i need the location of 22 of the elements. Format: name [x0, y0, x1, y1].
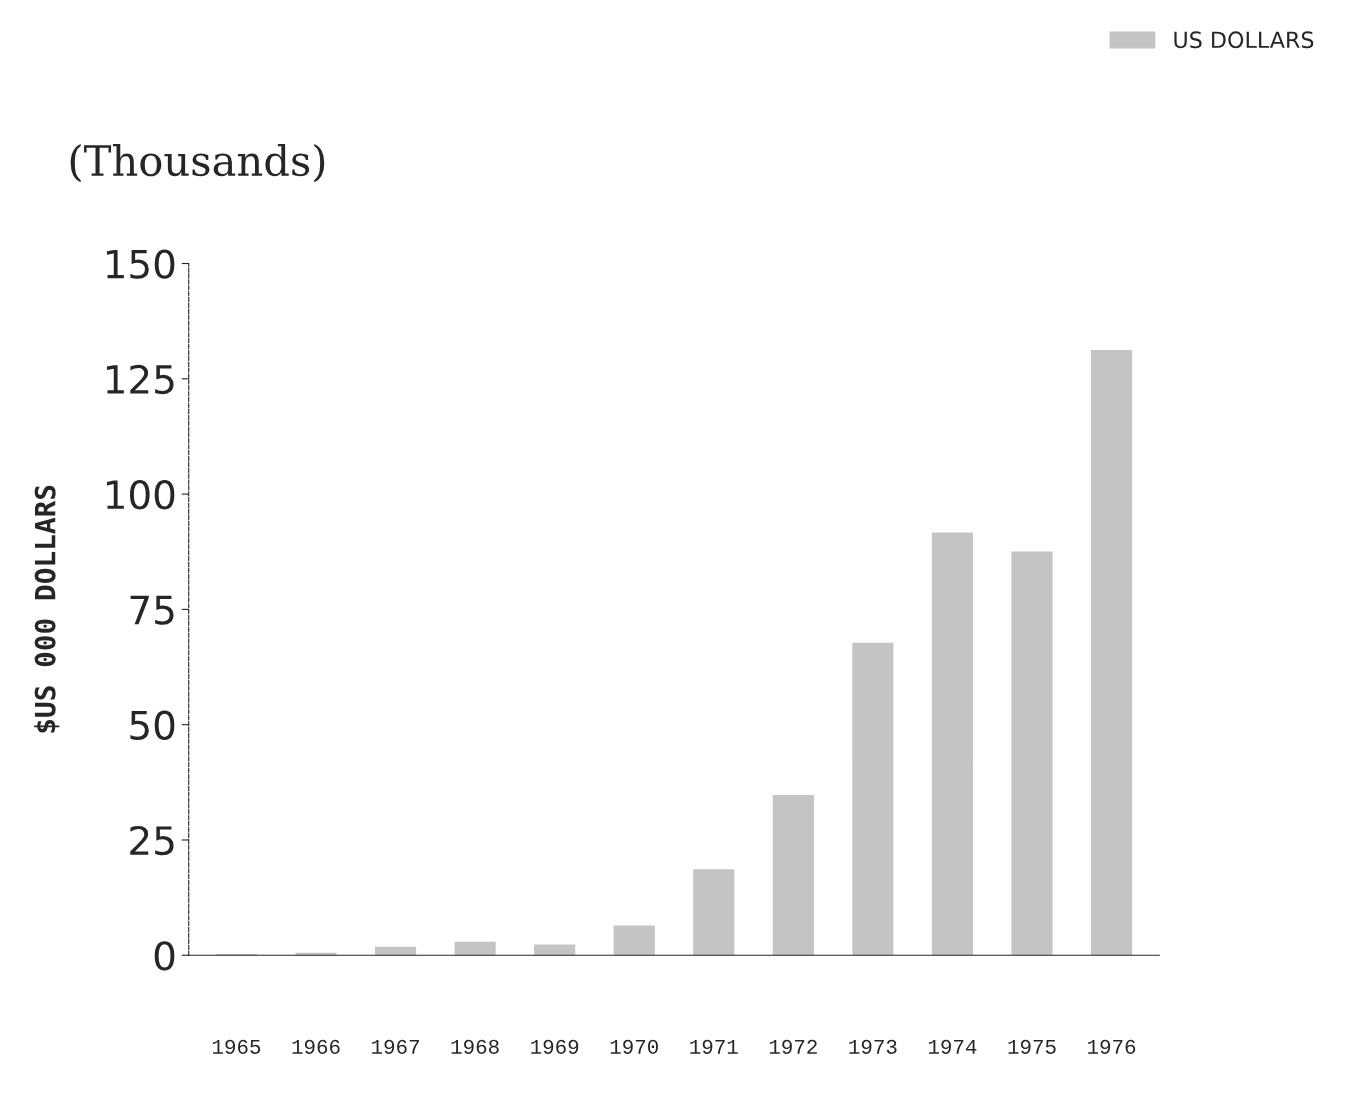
x-tick-label: 1967: [372, 1039, 419, 1054]
y-tick-label: 0: [154, 941, 175, 971]
y-tick-label: 25: [130, 825, 174, 856]
legend-label: US DOLLARS: [1174, 31, 1314, 49]
x-tick-label: 1975: [1008, 1039, 1056, 1054]
chart-title: (Thousands): [70, 144, 325, 183]
x-tick-label: 1968: [451, 1039, 499, 1054]
x-tick-label: 1976: [1088, 1039, 1136, 1054]
x-tick-label: 1965: [212, 1039, 261, 1054]
x-tick-label: 1970: [610, 1039, 658, 1054]
y-axis-title: $US 000 DOLLARS: [34, 485, 60, 733]
y-tick-label: 100: [106, 480, 175, 510]
y-tick-label: 150: [106, 249, 175, 279]
x-tick-label: 1966: [292, 1039, 340, 1054]
x-tick-label: 1974: [928, 1039, 977, 1054]
y-tick-label: 75: [130, 595, 174, 625]
x-tick-label: 1973: [849, 1039, 897, 1054]
x-tick-label: 1972: [769, 1039, 817, 1054]
x-tick-label: 1971: [690, 1039, 738, 1054]
x-tick-label: 1969: [531, 1039, 579, 1054]
y-tick-label: 125: [106, 364, 174, 395]
y-tick-label: 50: [130, 710, 175, 741]
